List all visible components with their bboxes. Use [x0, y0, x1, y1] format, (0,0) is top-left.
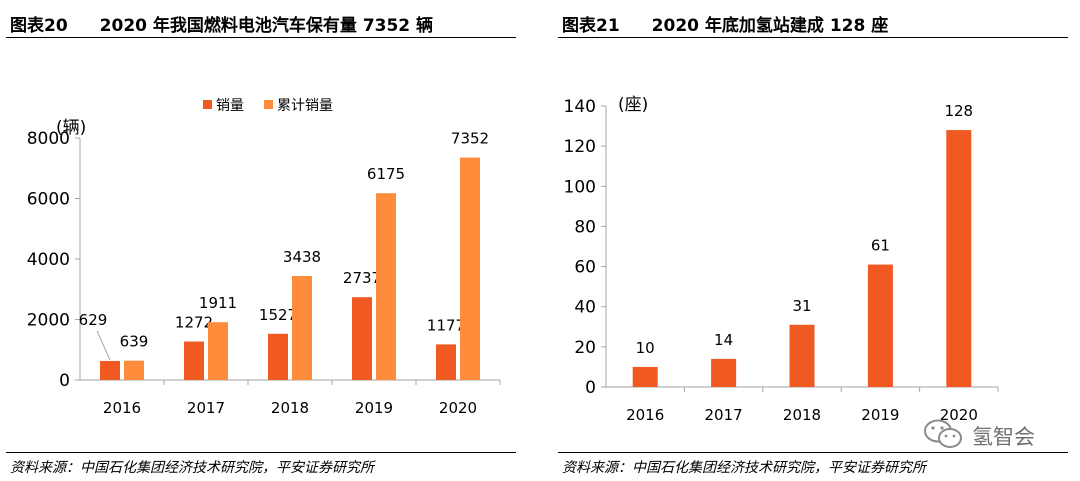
vehicle-bar-chart: 0 2000 4000 6000 8000(辆) 2016 2017 2018 2019 2020…: [27, 98, 501, 417]
x-tick-label: 2016: [103, 399, 141, 417]
x-tick-label: 2018: [783, 406, 821, 424]
x-tick-label: 2017: [187, 399, 225, 417]
bar-sales: [100, 360, 120, 380]
bar-cumulative: [292, 276, 312, 380]
figure-label: 图表21: [562, 16, 620, 36]
bar-stations: [711, 358, 737, 387]
y-tick-label: 80: [574, 217, 596, 237]
data-label: 3438: [283, 248, 321, 266]
x-tick-label: 2016: [626, 406, 664, 424]
y-tick-label: 0: [585, 378, 596, 398]
x-tick-label: 2020: [940, 406, 978, 424]
bar-sales: [268, 333, 288, 380]
data-label: 7352: [451, 130, 489, 148]
x-tick-label: 2017: [705, 406, 743, 424]
label-leader-line: [96, 330, 111, 361]
source-rule: [6, 452, 516, 453]
x-tick-label: 2018: [271, 399, 309, 417]
bar-stations: [632, 366, 658, 387]
data-label: 639: [120, 333, 149, 351]
legend-swatch: [203, 100, 212, 109]
y-tick-label: 140: [564, 97, 596, 117]
bar-cumulative: [376, 193, 396, 380]
bar-cumulative: [460, 157, 480, 380]
y-tick-label: 40: [574, 298, 596, 318]
data-label: 1527: [259, 306, 297, 324]
chart-panel-stations: 图表21 2020 年底加氢站建成 128 座 0 20 40 60 80 100 120 14…: [552, 0, 1080, 481]
y-tick-label: 4000: [27, 250, 70, 270]
bar-sales: [184, 341, 204, 380]
figure-title-text: 2020 年底加氢站建成 128 座: [651, 16, 889, 36]
data-label: 6175: [367, 165, 405, 183]
legend-swatch: [264, 100, 273, 109]
title-rule: [6, 37, 516, 38]
data-label: 61: [871, 237, 890, 255]
source-note: 资料来源：中国石化集团经济技术研究院，平安证券研究所: [562, 460, 926, 476]
x-tick-label: 2019: [355, 399, 393, 417]
y-tick-label: 2000: [27, 311, 70, 331]
figure-title: 图表20 2020 年我国燃料电池汽车保有量 7352 辆: [10, 11, 433, 36]
data-label: 629: [79, 311, 108, 329]
y-unit-label: (辆): [56, 118, 86, 138]
title-rule: [558, 37, 1068, 38]
y-tick-label: 60: [574, 258, 596, 278]
data-label: 1272: [175, 314, 213, 332]
figure-label: 图表20: [10, 16, 68, 36]
station-bar-chart: 0 20 40 60 80 100 120 140 (座) 2016 2017 2018 2019 202…: [564, 95, 999, 424]
x-tick-label: 2019: [861, 406, 899, 424]
source-rule: [558, 452, 1068, 453]
figure-title: 图表21 2020 年底加氢站建成 128 座: [562, 11, 888, 36]
legend-label: 销量: [216, 98, 244, 114]
bar-stations: [867, 264, 893, 387]
figure-title-text: 2020 年我国燃料电池汽车保有量 7352 辆: [99, 16, 434, 36]
bar-sales: [352, 297, 372, 380]
data-label: 1177: [427, 316, 465, 334]
bar-stations: [789, 324, 815, 387]
data-label: 1911: [199, 294, 237, 312]
bar-stations: [946, 130, 972, 388]
y-tick-label: 0: [59, 371, 70, 391]
watermark-text: 氢智会: [972, 425, 1035, 449]
data-label: 14: [714, 331, 733, 349]
y-tick-label: 100: [564, 177, 596, 197]
y-tick-label: 6000: [27, 190, 70, 210]
data-label: 128: [944, 102, 973, 120]
y-unit-label: (座): [618, 95, 648, 115]
watermark: 氢智会: [922, 418, 1062, 450]
y-tick-label: 8000: [27, 129, 70, 149]
data-label: 2737: [343, 269, 381, 287]
source-note: 资料来源：中国石化集团经济技术研究院，平安证券研究所: [10, 460, 374, 476]
bar-sales: [436, 344, 456, 380]
y-tick-label: 120: [564, 137, 596, 157]
y-tick-label: 20: [574, 338, 596, 358]
bar-cumulative: [124, 360, 144, 380]
data-label: 10: [636, 339, 655, 357]
data-label: 31: [792, 297, 811, 315]
wechat-icon: [924, 419, 962, 448]
bar-cumulative: [208, 322, 228, 380]
chart-panel-vehicles: 图表20 2020 年我国燃料电池汽车保有量 7352 辆 0 2000 4000 60…: [0, 0, 528, 481]
x-tick-label: 2020: [439, 399, 477, 417]
legend-label: 累计销量: [277, 98, 333, 114]
